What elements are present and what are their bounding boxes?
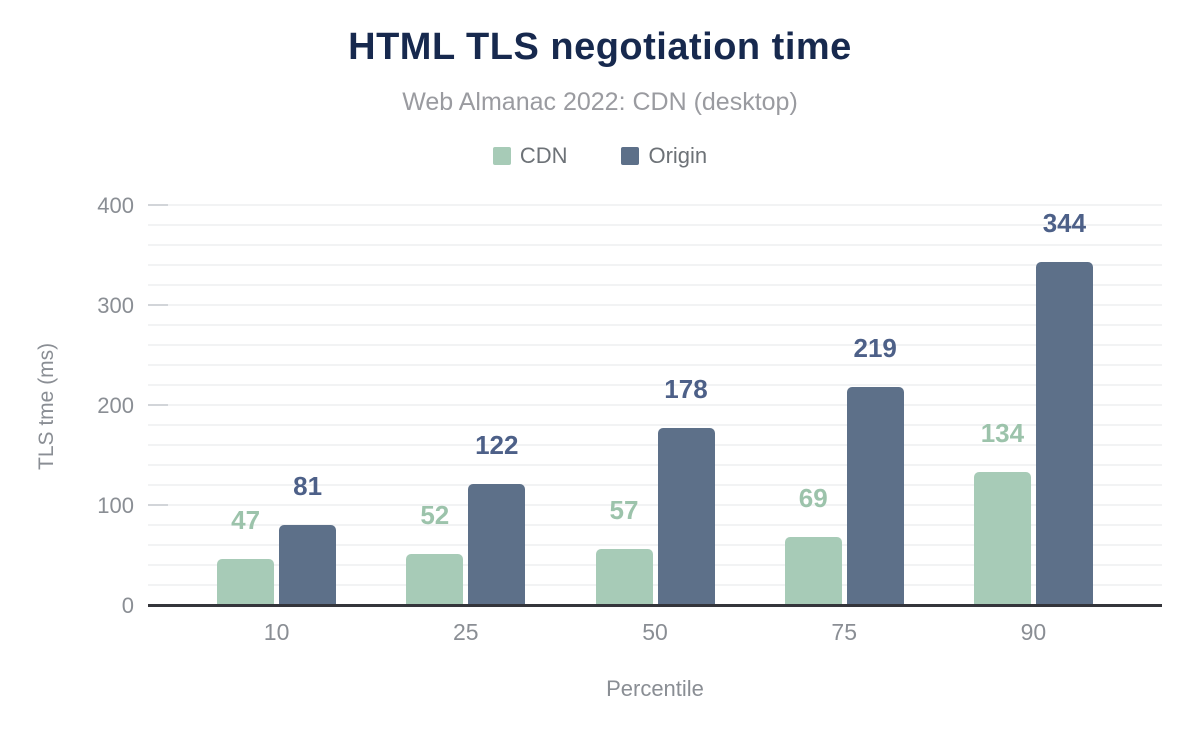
bar-value-label-cdn-p25: 52 [420,500,450,530]
legend-label: CDN [519,143,568,168]
major-gridline-400 [148,204,1162,206]
bar-groups: 47 81 10 52 122 25 57 178 50 69 219 75 134 344 90 [148,206,1162,645]
y-tick-label-100: 100 [97,493,134,518]
legend-swatch-origin [621,147,640,165]
bar-group-p50: 57 178 50 [560,206,749,645]
y-tick-mark-400 [148,204,168,206]
bar-group-p10: 47 81 10 [182,206,371,645]
minor-gridline-240 [148,364,1162,366]
major-gridline-100 [148,504,1162,506]
minor-gridline-20 [148,584,1162,586]
bar-cdn-p90: 134 [973,420,1031,606]
bar-value-label-origin-p25: 122 [475,430,519,460]
minor-gridline-160 [148,444,1162,446]
x-axis-line [148,604,1162,607]
minor-gridline-120 [148,484,1162,486]
bar-value-label-cdn-p90: 134 [980,418,1025,448]
bar-value-label-cdn-p10: 47 [231,505,261,535]
legend-swatch-cdn [492,147,511,165]
bar-cdn-p75: 69 [784,485,842,606]
bar-origin-p50: 178 [657,376,715,606]
major-gridline-300 [148,304,1162,306]
y-tick-label-0: 0 [121,593,134,618]
y-axis-title: TLS tme (ms) [35,342,58,470]
y-tick-label-300: 300 [97,293,134,318]
bar-value-label-cdn-p75: 69 [798,483,828,513]
y-tick-label-400: 400 [97,193,134,218]
bar-value-label-origin-p75: 219 [853,333,897,363]
bar-value-label-origin-p10: 81 [293,471,323,501]
bar-origin-p25: 122 [468,432,526,606]
minor-gridline-140 [148,464,1162,466]
bar-origin-p10: 81 [279,473,337,606]
bar-value-label-origin-p90: 344 [1042,208,1087,238]
bar-group-p90: 134 344 90 [939,206,1128,645]
bar-cdn-p25: 52 [406,502,464,606]
x-axis-title: Percentile [606,676,704,701]
minor-gridline-380 [148,224,1162,226]
y-tick-label-200: 200 [97,393,134,418]
legend-item-origin: Origin [621,143,707,169]
legend-label: Origin [648,143,708,168]
x-tick-label-50: 50 [642,619,668,645]
minor-gridline-60 [148,544,1162,546]
plot-area: 47 81 10 52 122 25 57 178 50 69 219 75 134 344 90 0 100… [97,193,1162,645]
x-tick-label-10: 10 [263,619,290,645]
bar-cdn-p50: 57 [595,497,653,606]
minor-gridline-260 [148,344,1162,346]
bar-cdn-p10: 47 [217,507,275,606]
minor-gridline-340 [148,264,1162,266]
chart-subtitle: Web Almanac 2022: CDN (desktop) [402,88,798,116]
bar-group-p75: 69 219 75 [750,206,939,645]
minor-gridline-220 [148,384,1162,386]
y-tick-mark-300 [148,304,168,306]
minor-gridline-80 [148,524,1162,526]
x-tick-label-90: 90 [1020,619,1047,645]
legend-item-cdn: CDN [492,143,568,169]
chart-title: HTML TLS negotiation time [348,26,852,68]
minor-gridline-40 [148,564,1162,566]
x-tick-label-75: 75 [831,619,857,645]
minor-gridline-280 [148,324,1162,326]
minor-gridline-320 [148,284,1162,286]
y-tick-mark-100 [148,504,168,506]
major-gridline-200 [148,404,1162,406]
legend: CDN Origin [0,143,1200,169]
bar-origin-p75: 219 [846,335,904,606]
minor-gridline-360 [148,244,1162,246]
bar-group-p25: 52 122 25 [371,206,560,645]
y-tick-mark-200 [148,404,168,406]
x-tick-label-25: 25 [453,619,479,645]
bar-value-label-origin-p50: 178 [664,374,708,404]
bar-value-label-cdn-p50: 57 [609,495,639,525]
minor-gridline-180 [148,424,1162,426]
bar-origin-p90: 344 [1035,210,1093,606]
